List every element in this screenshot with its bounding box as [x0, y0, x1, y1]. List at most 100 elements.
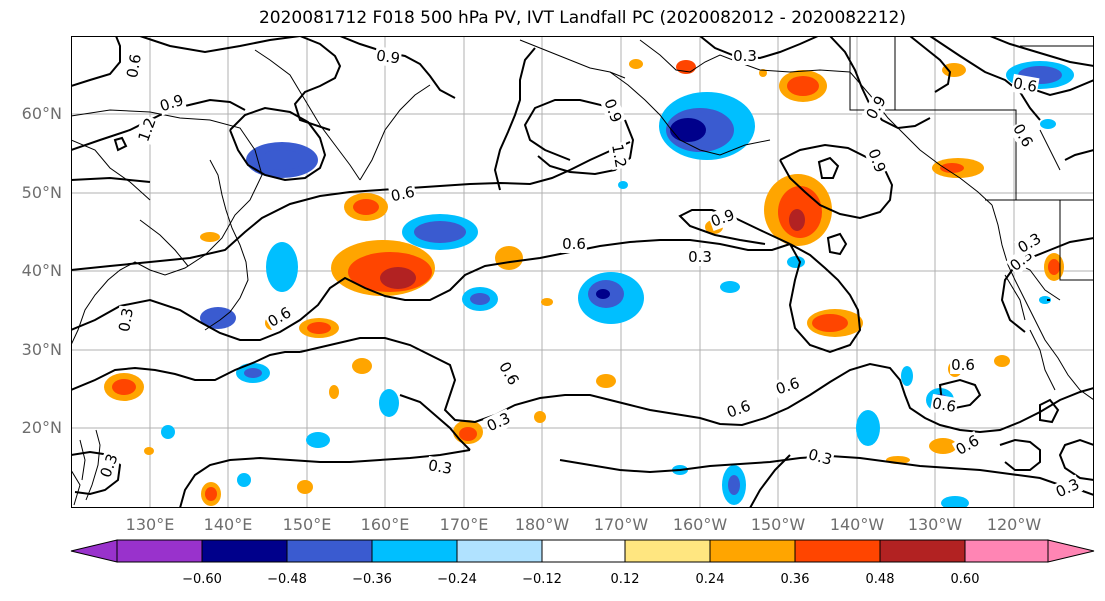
contour-label: 0.3: [733, 47, 757, 65]
pos-blob: [629, 59, 643, 69]
lon-label: 160°E: [360, 515, 410, 534]
pos-blob: [929, 438, 957, 454]
pos-blob: [329, 385, 339, 399]
pos-blob: [352, 358, 372, 374]
neg-blob: [1039, 296, 1051, 304]
contour-label: 0.6: [931, 394, 958, 416]
contour-label-bg: [861, 91, 891, 124]
neg-blob: [1040, 119, 1056, 129]
neg-blob: [260, 150, 304, 170]
contour-label: 0.6: [951, 356, 975, 374]
neg-blob: [618, 181, 628, 189]
neg-blob: [856, 410, 880, 446]
pos-blob: [307, 322, 331, 334]
contour-label-bg: [600, 95, 626, 126]
contour-label-bg: [483, 408, 515, 436]
colorbar-extend-right: [1047, 539, 1095, 563]
contour-label: 0.6: [562, 235, 586, 253]
neg-blob: [379, 389, 399, 417]
neg-blob: [200, 307, 236, 329]
contour-label-bg: [1052, 474, 1084, 502]
contour-label-bg: [114, 305, 138, 335]
neg-blob: [161, 425, 175, 439]
contour-label-bg: [607, 141, 631, 171]
pos-blob: [541, 298, 553, 306]
lon-label: 130°W: [907, 515, 963, 534]
pos-blob: [205, 487, 217, 501]
contour-label-bg: [687, 248, 713, 266]
contour-label-bg: [388, 182, 418, 206]
colorbar-tick-label: 0.48: [865, 572, 895, 587]
pos-blob: [353, 199, 379, 215]
lon-label: 150°E: [282, 515, 332, 534]
neg-blob: [414, 221, 466, 243]
colorbar: [70, 539, 1095, 563]
colorbar-tick-label: 0.60: [950, 572, 980, 587]
lon-label: 120°W: [986, 515, 1042, 534]
neg-blob: [670, 118, 706, 142]
lon-label: 140°E: [203, 515, 253, 534]
contour-label-bg: [1010, 73, 1040, 97]
lat-label: 20°N: [21, 418, 62, 437]
contour-label-bg: [374, 46, 403, 68]
pos-blob: [940, 163, 964, 173]
neg-blob: [470, 293, 490, 305]
lon-label: 170°W: [593, 515, 649, 534]
colorbar-tick-label: −0.12: [522, 572, 562, 587]
neg-blob: [266, 242, 298, 292]
neg-blob: [237, 473, 251, 487]
contour-label-bg: [772, 373, 803, 399]
pos-blob: [1048, 259, 1060, 275]
neg-blob: [720, 281, 740, 293]
lon-label: 170°E: [439, 515, 489, 534]
pos-blob: [787, 76, 819, 96]
contour-label-bg: [1008, 119, 1038, 152]
lon-label: 180°W: [514, 515, 570, 534]
pos-blob: [812, 314, 848, 332]
lat-label: 40°N: [21, 261, 62, 280]
lon-label: 160°W: [672, 515, 728, 534]
colorbar-tick-label: 0.24: [695, 572, 725, 587]
colorbar-tick-label: −0.24: [437, 572, 477, 587]
contour-label: 0.3: [115, 307, 137, 334]
map-frame: [71, 36, 1094, 508]
contour-label-bg: [425, 455, 455, 479]
map-title: 2020081712 F018 500 hPa PV, IVT Landfall…: [258, 8, 906, 28]
pos-blob: [144, 447, 154, 455]
colorbar-tick-label: −0.36: [352, 572, 392, 587]
neg-blob: [901, 366, 913, 386]
colorbar-extend-left: [70, 539, 118, 563]
neg-blob: [787, 256, 805, 268]
contour-label: 0.6: [123, 53, 145, 80]
pv-contours: [71, 36, 1094, 508]
contour-label: 0.9: [375, 46, 401, 67]
neg-blob: [728, 475, 740, 495]
contour-label-bg: [707, 205, 738, 231]
pv-anomaly-fill: [104, 59, 1074, 508]
contour-label-bg: [134, 114, 160, 145]
contour-label: 0.3: [427, 456, 454, 478]
lat-label: 50°N: [21, 183, 62, 202]
lon-label: 140°W: [829, 515, 885, 534]
contour-label-bg: [950, 356, 976, 374]
contour-label-bg: [732, 47, 758, 65]
contour-label: 0.6: [389, 183, 416, 206]
contour-label-bg: [951, 430, 984, 460]
pos-blob: [942, 63, 966, 77]
pos-blob: [459, 427, 477, 441]
pos-blob: [789, 209, 805, 231]
pos-blob: [759, 69, 767, 77]
neg-blob: [244, 368, 262, 378]
neg-blob: [941, 496, 969, 508]
lon-label: 150°W: [750, 515, 806, 534]
colorbar-tick-label: 0.12: [610, 572, 640, 587]
contour-label-bg: [494, 357, 524, 390]
pos-blob: [596, 374, 616, 388]
pos-blob: [297, 480, 313, 494]
pos-blob: [534, 411, 546, 423]
contour-label: 0.6: [1012, 74, 1039, 96]
lon-label: 130°E: [125, 515, 175, 534]
pos-blob: [380, 267, 416, 289]
colorbar-tick-label: 0.36: [780, 572, 810, 587]
